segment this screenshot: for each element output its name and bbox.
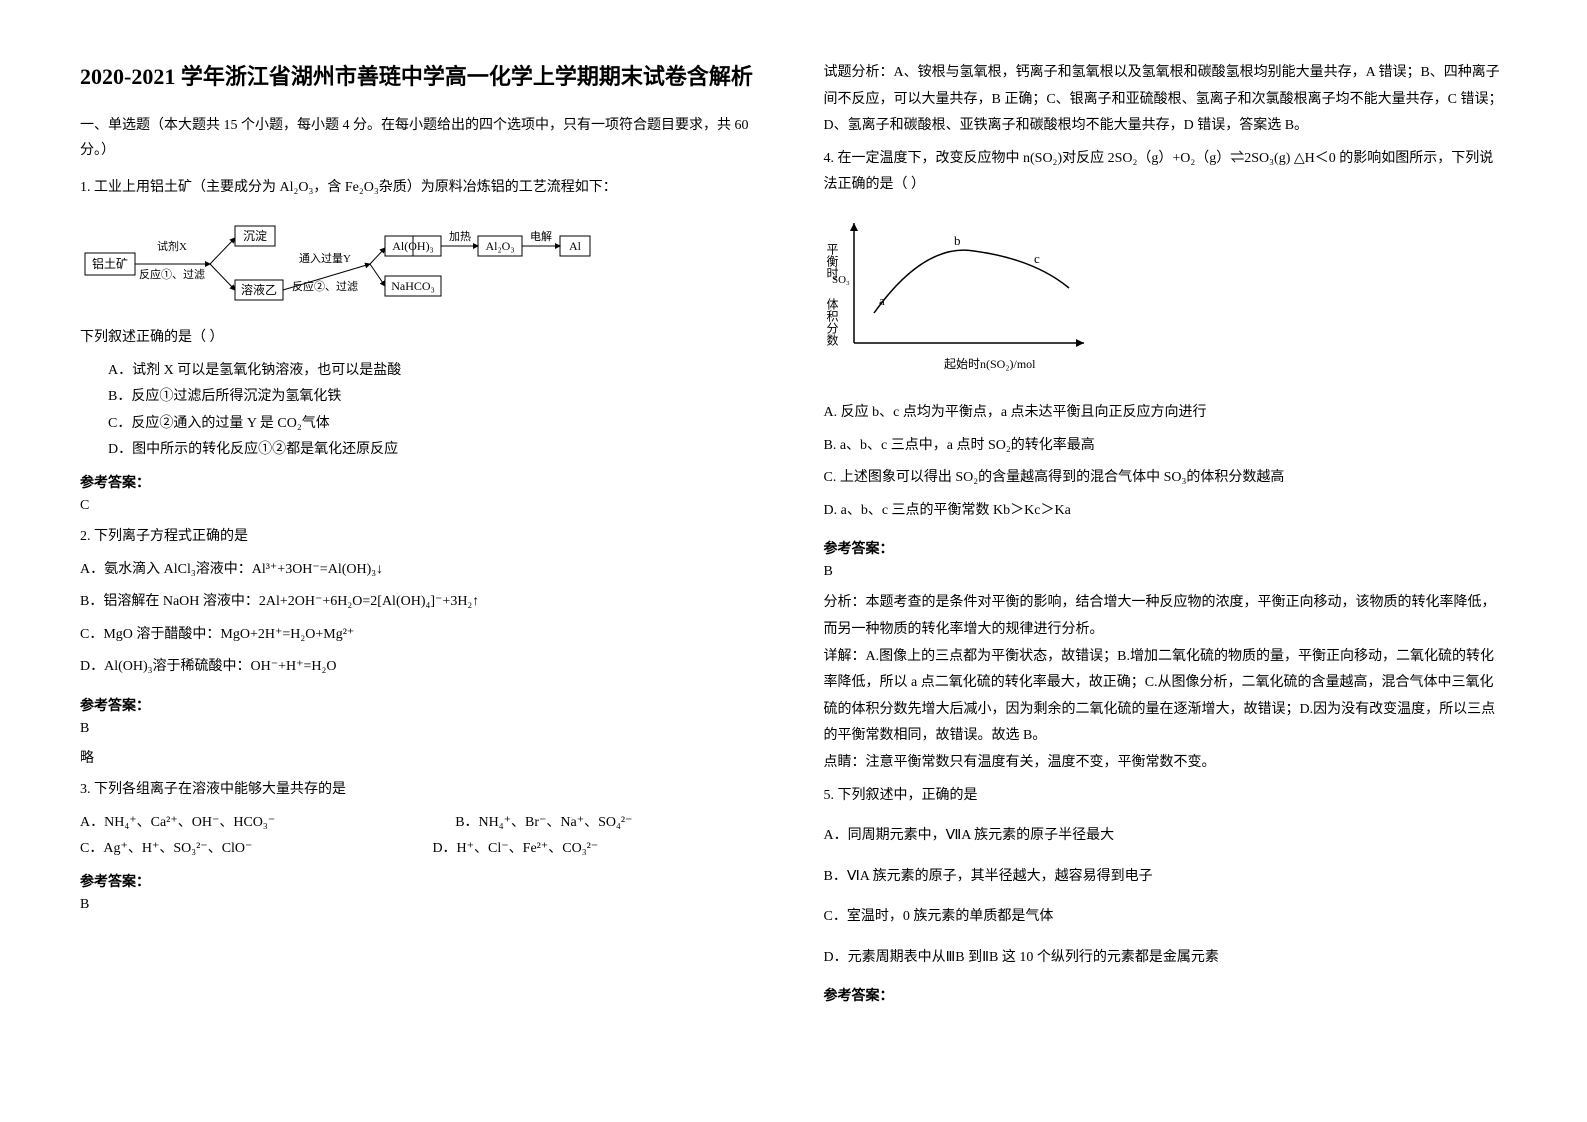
q4-chart: a b c 平衡时 SO₃ 体积分数 起始时n(SO₂)/mol — [824, 213, 1508, 388]
q5-option-a: A．同周期元素中，ⅦA 族元素的原子半径最大 — [824, 823, 1508, 850]
q4-option-c: C. 上述图象可以得出 SO₂的含量越高得到的混合气体中 SO₃的体积分数越高 — [824, 465, 1508, 492]
q4-analysis1: 分析：本题考查的是条件对平衡的影响，结合增大一种反应物的浓度，平衡正向移动，该物… — [824, 590, 1508, 643]
q1-answer: C — [80, 498, 764, 514]
q5-answer-label: 参考答案： — [824, 985, 1508, 1005]
q4-option-d: D. a、b、c 三点的平衡常数 Kb＞Kc＞Ka — [824, 498, 1508, 525]
svg-text:加热: 加热 — [449, 230, 471, 243]
q1-option-c: C．反应②通入的过量 Y 是 CO₂气体 — [80, 411, 764, 438]
q5-option-c: C．室温时，0 族元素的单质都是气体 — [824, 904, 1508, 931]
svg-text:起始时n(SO₂)/mol: 起始时n(SO₂)/mol — [944, 357, 1036, 371]
q1-stem: 1. 工业上用铝土矿（主要成分为 Al₂O₃，含 Fe₂O₃杂质）为原料冶炼铝的… — [80, 175, 764, 202]
svg-text:沉淀: 沉淀 — [243, 229, 267, 243]
q2-option-d: D．Al(OH)₃溶于稀硫酸中：OH⁻+H⁺=H₂O — [80, 654, 764, 681]
q2-option-c: C．MgO 溶于醋酸中：MgO+2H⁺=H₂O+Mg²⁺ — [80, 622, 764, 649]
q1-flow-diagram: 铝土矿 试剂X 反应①、过滤 沉淀 溶液乙 通入过量Y 反应②、过滤 Al(OH… — [80, 218, 764, 313]
q2-note: 略 — [80, 747, 764, 767]
flow-box-1: 铝土矿 — [92, 256, 128, 271]
svg-text:Al₂O₃: Al₂O₃ — [485, 239, 514, 253]
q3-option-b: B．NH₄⁺、Br⁻、Na⁺、SO₄²⁻ — [455, 810, 632, 837]
q4-option-b: B. a、b、c 三点中，a 点时 SO₂的转化率最高 — [824, 433, 1508, 460]
svg-text:c: c — [1034, 251, 1040, 266]
q5-option-b: B．ⅥA 族元素的原子，其半径越大，越容易得到电子 — [824, 864, 1508, 891]
q1-option-a: A．试剂 X 可以是氢氧化钠溶液，也可以是盐酸 — [80, 358, 764, 385]
svg-text:反应①、过滤: 反应①、过滤 — [139, 267, 205, 281]
q4-analysis3: 点睛：注意平衡常数只有温度有关，温度不变，平衡常数不变。 — [824, 750, 1508, 777]
q1-answer-label: 参考答案： — [80, 472, 764, 492]
q3-option-a: A．NH₄⁺、Ca²⁺、OH⁻、HCO₃⁻ — [80, 810, 275, 837]
q5-option-d: D．元素周期表中从ⅢB 到ⅡB 这 10 个纵列行的元素都是金属元素 — [824, 945, 1508, 972]
q3-row2: C．Ag⁺、H⁺、SO₃²⁻、ClO⁻ D．H⁺、Cl⁻、Fe²⁺、CO₃²⁻ — [80, 836, 764, 863]
svg-text:溶液乙: 溶液乙 — [241, 282, 277, 297]
q5-stem: 5. 下列叙述中，正确的是 — [824, 783, 1508, 810]
svg-text:Al: Al — [569, 239, 582, 253]
q1-option-d: D．图中所示的转化反应①②都是氧化还原反应 — [80, 437, 764, 464]
q3-analysis: 试题分析：A、铵根与氢氧根，钙离子和氢氧根以及氢氧根和碳酸氢根均别能大量共存，A… — [824, 60, 1508, 140]
svg-text:b: b — [954, 233, 961, 248]
q3-option-d: D．H⁺、Cl⁻、Fe²⁺、CO₃²⁻ — [432, 836, 598, 863]
q4-stem: 4. 在一定温度下，改变反应物中 n(SO₂)对反应 2SO₂（g）+O₂（g）… — [824, 146, 1508, 199]
svg-text:NaHCO₃: NaHCO₃ — [391, 279, 435, 293]
q2-option-b: B．铝溶解在 NaOH 溶液中：2Al+2OH⁻+6H₂O=2[Al(OH)₄]… — [80, 589, 764, 616]
q4-analysis2: 详解：A.图像上的三点都为平衡状态，故错误；B.增加二氧化硫的物质的量，平衡正向… — [824, 644, 1508, 750]
q2-stem: 2. 下列离子方程式正确的是 — [80, 524, 764, 551]
q1-option-b: B．反应①过滤后所得沉淀为氢氧化铁 — [80, 384, 764, 411]
q4-answer: B — [824, 564, 1508, 580]
q2-answer-label: 参考答案： — [80, 695, 764, 715]
exam-title: 2020-2021 学年浙江省湖州市善琏中学高一化学上学期期末试卷含解析 — [80, 60, 764, 93]
svg-text:电解: 电解 — [530, 229, 552, 243]
q2-answer: B — [80, 721, 764, 737]
q4-answer-label: 参考答案： — [824, 538, 1508, 558]
q1-sub-stem: 下列叙述正确的是（ ） — [80, 325, 764, 352]
q3-answer: B — [80, 897, 764, 913]
svg-text:试剂X: 试剂X — [157, 239, 187, 253]
flow-svg: 铝土矿 试剂X 反应①、过滤 沉淀 溶液乙 通入过量Y 反应②、过滤 Al(OH… — [80, 218, 620, 308]
svg-text:反应②、过滤: 反应②、过滤 — [292, 279, 358, 293]
left-column: 2020-2021 学年浙江省湖州市善琏中学高一化学上学期期末试卷含解析 一、单… — [80, 60, 764, 1062]
q3-answer-label: 参考答案： — [80, 871, 764, 891]
svg-text:体积分数: 体积分数 — [825, 298, 839, 347]
q2-option-a: A．氨水滴入 AlCl₃溶液中：Al³⁺+3OH⁻=Al(OH)₃↓ — [80, 557, 764, 584]
right-column: 试题分析：A、铵根与氢氧根，钙离子和氢氧根以及氢氧根和碳酸氢根均别能大量共存，A… — [824, 60, 1508, 1062]
q3-option-c: C．Ag⁺、H⁺、SO₃²⁻、ClO⁻ — [80, 836, 252, 863]
svg-text:a: a — [879, 293, 885, 308]
q3-row1: A．NH₄⁺、Ca²⁺、OH⁻、HCO₃⁻ B．NH₄⁺、Br⁻、Na⁺、SO₄… — [80, 810, 764, 837]
svg-text:通入过量Y: 通入过量Y — [299, 252, 351, 265]
chart-svg: a b c 平衡时 SO₃ 体积分数 起始时n(SO₂)/mol — [824, 213, 1104, 383]
svg-text:SO₃: SO₃ — [832, 274, 850, 286]
q3-stem: 3. 下列各组离子在溶液中能够大量共存的是 — [80, 777, 764, 804]
section-header: 一、单选题（本大题共 15 个小题，每小题 4 分。在每小题给出的四个选项中，只… — [80, 113, 764, 163]
q4-option-a: A. 反应 b、c 点均为平衡点，a 点未达平衡且向正反应方向进行 — [824, 400, 1508, 427]
